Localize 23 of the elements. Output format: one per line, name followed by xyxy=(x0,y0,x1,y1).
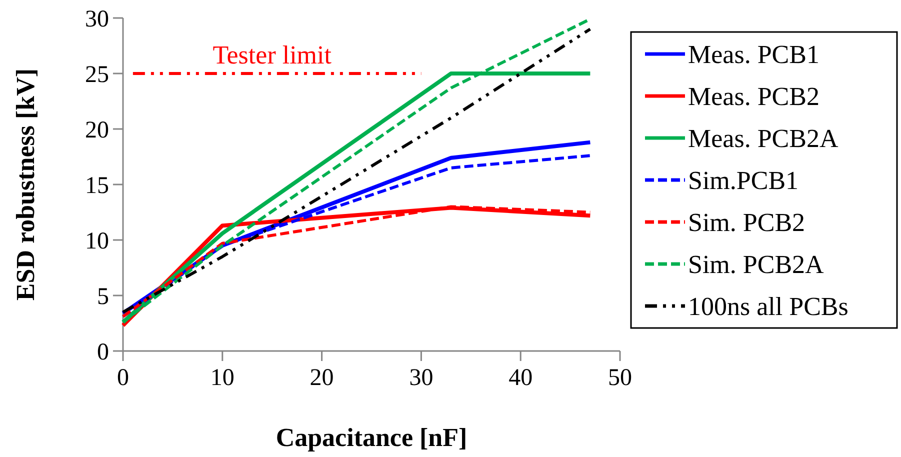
x-axis-title: Capacitance [nF] xyxy=(276,423,468,452)
y-tick-label: 10 xyxy=(85,228,109,254)
y-tick-label: 30 xyxy=(85,6,109,32)
y-tick-label: 5 xyxy=(97,284,109,310)
legend-label: Sim.PCB1 xyxy=(688,166,799,196)
y-tick-label: 0 xyxy=(97,339,109,366)
legend-label: 100ns all PCBs xyxy=(688,292,848,322)
y-tick-label: 20 xyxy=(85,117,109,144)
legend-label: Meas. PCB2A xyxy=(688,124,838,154)
y-tick-label: 25 xyxy=(85,62,109,88)
x-tick-label: 50 xyxy=(608,365,632,391)
legend-label: Meas. PCB2 xyxy=(688,82,820,112)
legend-label: Sim. PCB2 xyxy=(688,208,806,238)
x-tick-label: 40 xyxy=(508,365,533,391)
x-tick-label: 0 xyxy=(117,365,129,391)
legend-label: Meas. PCB1 xyxy=(688,40,820,70)
y-tick-label: 15 xyxy=(85,172,109,199)
x-tick-label: 20 xyxy=(310,365,334,391)
y-axis-title: ESD robustness [kV] xyxy=(11,68,40,301)
annotation: Tester limit xyxy=(212,40,332,70)
x-tick-label: 30 xyxy=(409,365,434,391)
x-tick-label: 10 xyxy=(210,365,234,391)
legend-label: Sim. PCB2A xyxy=(688,250,824,280)
